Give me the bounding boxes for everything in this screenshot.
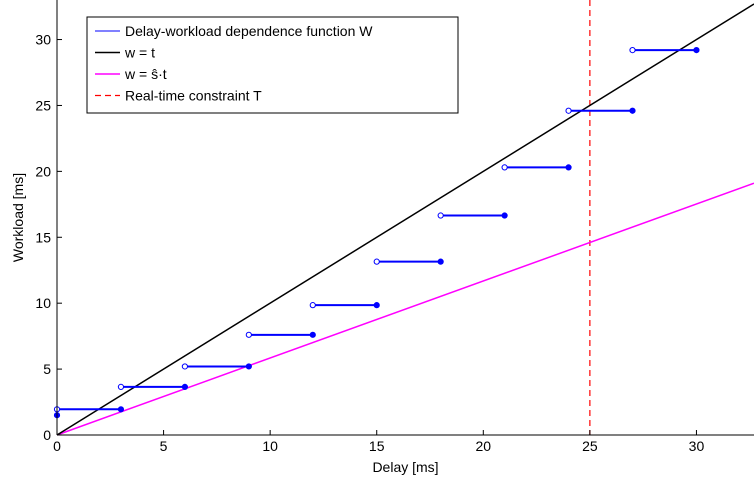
x-tick-label: 20: [476, 438, 492, 454]
step-closed-point: [565, 164, 572, 171]
x-tick-label: 5: [160, 438, 168, 454]
y-tick-label: 20: [35, 163, 51, 179]
step-closed-point: [693, 46, 700, 54]
step-open-point: [373, 258, 380, 265]
chart-axes: [56, 0, 754, 436]
legend: Delay-workload dependence function W w = …: [86, 16, 459, 114]
chart-marks: [53, 0, 754, 436]
step-open-point: [117, 383, 125, 390]
y-tick-label: 0: [43, 427, 51, 443]
x-tick-label: 25: [582, 438, 598, 454]
x-tick-label: 0: [53, 438, 61, 454]
legend-entry: w = t: [124, 45, 155, 61]
y-tick-label: 25: [35, 97, 51, 113]
x-axis-title: Delay [ms]: [372, 459, 438, 475]
legend-entry: w = ŝ·t: [124, 66, 167, 82]
step-closed-point: [373, 302, 380, 309]
step-closed-point: [181, 383, 188, 390]
slope-line: [56, 182, 754, 436]
y-tick-label: 30: [35, 32, 51, 48]
y-tick-label: 15: [35, 229, 51, 245]
step-closed-point: [629, 107, 636, 114]
chart-ticks: 0 5 10 15 20 25 30 0 5 10 15 20 25 30: [35, 32, 704, 454]
step-open-point: [565, 107, 572, 114]
step-open-point: [629, 46, 636, 54]
step-closed-point: [309, 331, 316, 338]
step-open-point: [245, 331, 252, 338]
y-tick-label: 5: [43, 361, 51, 377]
y-axis-title: Workload [ms]: [10, 173, 26, 262]
legend-box: [86, 16, 459, 114]
step-open-point: [437, 212, 444, 219]
step-closed-point: [501, 212, 508, 219]
x-tick-label: 15: [369, 438, 385, 454]
x-tick-label: 10: [262, 438, 278, 454]
legend-entry: Real-time constraint T: [125, 88, 262, 104]
step-closed-point: [117, 406, 125, 413]
step-closed-point: [437, 258, 444, 265]
identity-line: [56, 3, 754, 436]
step-closed-point: [245, 363, 252, 370]
legend-entry: Delay-workload dependence function W: [125, 23, 373, 39]
step-open-point: [309, 302, 316, 309]
step-open-point: [181, 363, 188, 370]
x-tick-label: 30: [689, 438, 705, 454]
y-tick-label: 10: [35, 295, 51, 311]
step-open-point: [501, 164, 508, 171]
